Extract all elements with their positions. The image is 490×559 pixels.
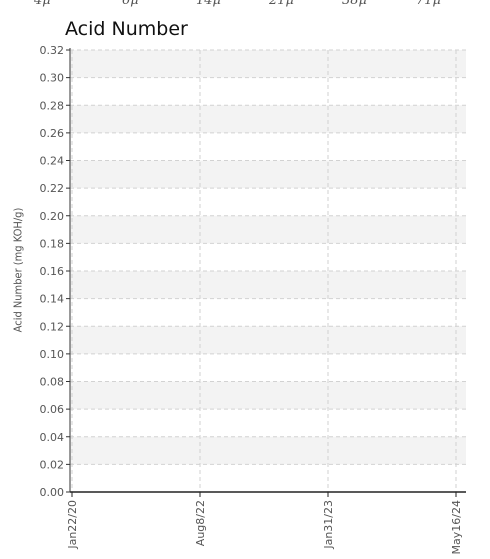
top-axis-tick-label: 6μ: [122, 0, 139, 8]
grid-band: [70, 326, 466, 354]
grid-band: [70, 160, 466, 189]
y-tick-label: 0.18: [40, 237, 65, 250]
top-axis-tick-label: 71μ: [416, 0, 441, 8]
top-axis-tick-label: 21μ: [269, 0, 294, 8]
grid-band: [70, 105, 466, 133]
top-axis-tick-label: 14μ: [196, 0, 221, 8]
chart-title: Acid Number: [65, 18, 188, 40]
y-tick-label: 0.14: [40, 293, 65, 306]
y-tick-label: 0.24: [40, 155, 65, 168]
grid-band: [70, 50, 466, 78]
top-axis-tick-label: 38μ: [342, 0, 367, 8]
y-tick-label: 0.06: [40, 403, 65, 416]
y-tick-label: 0.00: [40, 486, 65, 499]
x-tick-label: Jan31/23: [322, 500, 335, 550]
grid-band: [70, 381, 466, 410]
y-tick-label: 0.26: [40, 127, 65, 140]
y-tick-label: 0.10: [40, 348, 65, 361]
y-tick-label: 0.08: [40, 376, 65, 389]
x-tick-label: Aug8/22: [194, 500, 207, 546]
y-tick-label: 0.04: [40, 431, 65, 444]
y-tick-label: 0.16: [40, 265, 65, 278]
grid-band: [70, 436, 466, 465]
y-tick-label: 0.32: [40, 44, 65, 57]
top-axis-tick-label: 4μ: [34, 0, 51, 8]
grid-band: [70, 271, 466, 299]
y-tick-label: 0.20: [40, 210, 65, 223]
y-tick-label: 0.12: [40, 320, 65, 333]
x-tick-label: May16/24: [450, 500, 463, 554]
y-tick-label: 0.02: [40, 458, 65, 471]
x-tick-label: Jan22/20: [66, 500, 79, 550]
y-tick-label: 0.22: [40, 182, 65, 195]
y-tick-label: 0.30: [40, 72, 65, 85]
y-axis-label: Acid Number (mg KOH/g): [11, 207, 25, 333]
grid-band: [70, 215, 466, 244]
y-tick-label: 0.28: [40, 99, 65, 112]
